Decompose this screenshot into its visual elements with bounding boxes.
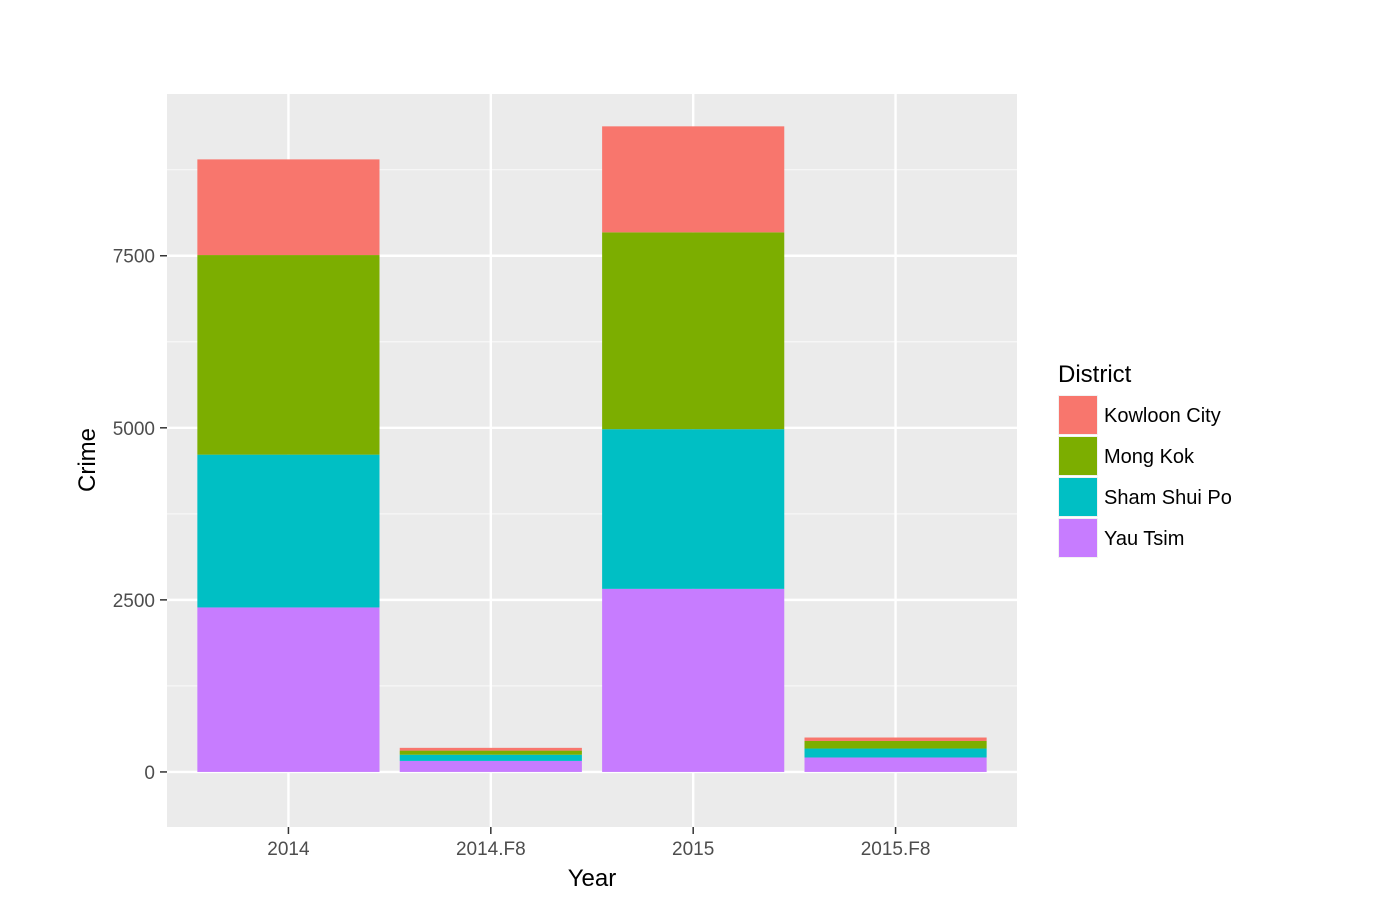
- bar-segment: [197, 159, 380, 256]
- y-axis: 0 2500 5000 7500: [113, 247, 167, 784]
- bar-segment: [197, 607, 380, 772]
- bar-segment: [197, 454, 380, 608]
- bar-segment: [399, 760, 582, 772]
- y-tick-label: 0: [144, 763, 155, 784]
- x-tick-label: 2014.F8: [456, 839, 526, 860]
- x-axis: 2014 2014.F8 2015 2015.F8: [267, 827, 930, 860]
- legend-swatch: [1059, 478, 1097, 516]
- legend-swatch: [1059, 396, 1097, 434]
- bar-segment: [399, 750, 582, 755]
- bar-segment: [399, 754, 582, 761]
- bars: [197, 126, 987, 772]
- legend-label: Yau Tsim: [1104, 528, 1184, 550]
- bar-segment: [602, 429, 785, 589]
- x-axis-title: Year: [568, 865, 617, 892]
- bar-segment: [804, 757, 987, 772]
- bar-segment: [399, 747, 582, 751]
- bar-segment: [602, 232, 785, 430]
- x-tick-label: 2014: [267, 839, 310, 860]
- bar-segment: [602, 588, 785, 772]
- y-tick-label: 5000: [113, 419, 155, 440]
- bar-segment: [804, 740, 987, 749]
- legend-label: Sham Shui Po: [1104, 487, 1232, 509]
- legend-label: Mong Kok: [1104, 446, 1195, 468]
- legend-swatch: [1059, 519, 1097, 557]
- x-tick-label: 2015: [672, 839, 714, 860]
- legend-label: Kowloon City: [1104, 405, 1221, 427]
- bar-segment: [602, 126, 785, 233]
- legend-title: District: [1058, 361, 1132, 388]
- x-tick-label: 2015.F8: [861, 839, 931, 860]
- legend-swatch: [1059, 437, 1097, 475]
- legend: District Kowloon City Mong Kok Sham Shui P…: [1058, 361, 1232, 558]
- y-axis-title: Crime: [74, 428, 101, 492]
- bar-segment: [804, 737, 987, 741]
- bar-segment: [197, 255, 380, 455]
- bar-segment: [804, 748, 987, 758]
- y-tick-label: 2500: [113, 591, 155, 612]
- y-tick-label: 7500: [113, 247, 155, 268]
